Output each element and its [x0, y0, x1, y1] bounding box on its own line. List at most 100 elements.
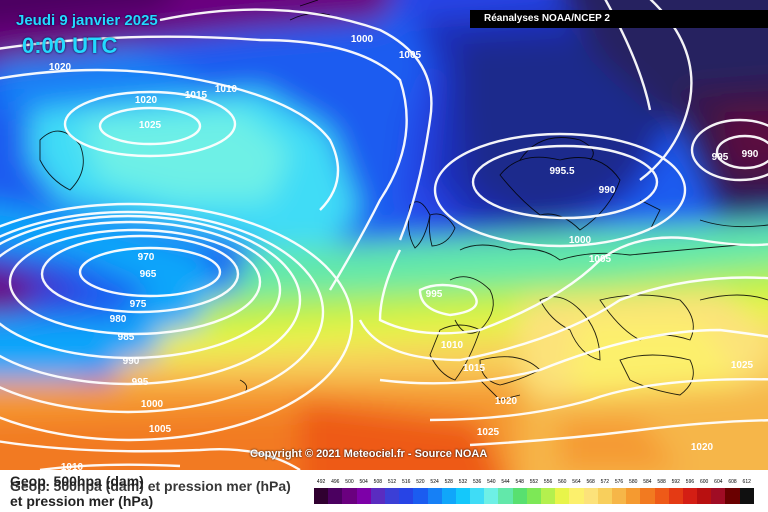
scale-value: 540: [487, 479, 496, 485]
scale-value: 564: [572, 479, 581, 485]
isobar-label: 995: [426, 289, 443, 300]
scale-value: 504: [359, 479, 368, 485]
legend-title-geop: Geop. 500hpa (dam): [10, 473, 144, 489]
scale-swatch: [484, 488, 499, 504]
time-label: 0:00 UTC: [22, 33, 118, 58]
scale-value: 516: [402, 479, 411, 485]
isobar-label: 1025: [139, 120, 162, 131]
isobar-label: 1025: [477, 427, 500, 438]
scale-value: 548: [515, 479, 524, 485]
scale-swatch: [626, 488, 641, 504]
scale-value: 584: [643, 479, 652, 485]
isobar-label: 1020: [49, 62, 72, 73]
scale-value: 588: [657, 479, 666, 485]
scale-swatch: [654, 488, 669, 504]
scale-value: 552: [529, 479, 539, 485]
scale-value: 568: [586, 479, 595, 485]
scale-value: 496: [331, 479, 340, 485]
scale-value: 576: [614, 479, 624, 485]
scale-swatch: [668, 488, 683, 504]
scale-swatch: [314, 488, 329, 504]
weather-map: 1000 1005 1020 1015 1010 1020 1025 995 990 995.5 9…: [0, 0, 768, 470]
isobar-label: 1005: [399, 50, 422, 61]
isobar-label: 995: [712, 152, 729, 163]
isobar-labels: 1000 1005 1020 1015 1010 1020 1025 995 990 995.5 9…: [49, 34, 759, 470]
isobar-label: 1005: [589, 254, 612, 265]
scale-swatch: [597, 488, 612, 504]
scale-value: 524: [430, 479, 439, 485]
source-label: Réanalyses NOAA/NCEP 2: [484, 13, 610, 24]
scale-value: 600: [699, 479, 709, 485]
isobar-label: 995.5: [549, 166, 574, 177]
coastlines: [39, 0, 768, 401]
scale-value: 592: [671, 479, 680, 485]
isobar-label: 1015: [185, 90, 208, 101]
scale-value: 528: [444, 479, 453, 485]
scale-swatch: [384, 488, 400, 504]
scale-swatch: [682, 488, 698, 504]
scale-swatch: [512, 488, 527, 504]
scale-value: 580: [629, 479, 638, 485]
isobar-lines: [0, 0, 768, 470]
legend-title-pressure: et pression mer (hPa): [10, 493, 154, 509]
isobar-label: 1010: [441, 340, 464, 351]
scale-swatch: [555, 488, 570, 504]
isobar-label: 965: [140, 269, 157, 280]
scale-swatch: [711, 488, 726, 504]
scale-swatch: [569, 488, 584, 504]
copyright-notice: Copyright © 2021 Meteociel.fr - Source N…: [250, 448, 488, 460]
scale-swatch: [342, 488, 357, 504]
scale-value: 512: [387, 479, 397, 485]
isobar-label: 1025: [731, 360, 754, 371]
isobar-label: 985: [118, 332, 135, 343]
scale-value: 508: [373, 479, 383, 485]
scale-swatch: [697, 488, 712, 504]
scale-swatch: [583, 488, 598, 504]
scale-value: 520: [416, 479, 425, 485]
scale-swatch: [640, 488, 655, 504]
scale-swatch: [399, 488, 414, 504]
isobar-label: 1000: [351, 34, 374, 45]
scale-value: 536: [472, 479, 482, 485]
scale-value: 596: [685, 479, 695, 485]
isobar-label: 1020: [691, 442, 714, 453]
scale-swatch: [739, 488, 754, 504]
scale-value: 544: [501, 479, 510, 485]
scale-value: 572: [600, 479, 610, 485]
color-scale-labels: 492 496 500 504 508 512 516 520 524 528 532 536 540 5…: [314, 477, 754, 487]
isobar-label: 1010: [215, 84, 238, 95]
scale-swatch: [328, 488, 343, 504]
isobar-label: 990: [742, 149, 759, 160]
source-banner: Réanalyses NOAA/NCEP 2: [470, 10, 768, 28]
scale-swatch: [441, 488, 456, 504]
scale-value: 608: [728, 479, 737, 485]
scale-value: 560: [558, 479, 567, 485]
scale-swatch: [356, 488, 371, 504]
isobar-label: 1020: [135, 95, 158, 106]
map-canvas: 1000 1005 1020 1015 1010 1020 1025 995 990 995.5 9…: [0, 0, 768, 470]
isobar-label: 1000: [569, 235, 592, 246]
isobar-label: 1000: [141, 399, 164, 410]
legend-title-overlap: Geop. 500hpa (dam) et pression mer (hPa): [10, 478, 291, 494]
isobar-label: 990: [123, 356, 140, 367]
scale-value: 532: [458, 479, 468, 485]
scale-swatch: [725, 488, 740, 504]
scale-swatch: [526, 488, 541, 504]
scale-value: 604: [714, 479, 723, 485]
isobar-label: 975: [130, 299, 147, 310]
scale-value: 500: [345, 479, 354, 485]
color-scale: 492 496 500 504 508 512 516 520 524 528 532 536 540 5…: [314, 476, 754, 506]
isobar-label: 1010: [61, 462, 84, 470]
scale-value: 612: [742, 479, 751, 485]
scale-value: 492: [316, 479, 326, 485]
isobar-label: 970: [138, 252, 155, 263]
scale-swatch: [611, 488, 627, 504]
isobar-label: 1020: [495, 396, 518, 407]
scale-value: 556: [543, 479, 553, 485]
date-label: Jeudi 9 janvier 2025: [16, 12, 158, 29]
color-scale-swatches: [314, 488, 754, 504]
scale-swatch: [541, 488, 556, 504]
isobar-label: 980: [110, 314, 127, 325]
scale-swatch: [427, 488, 442, 504]
isobar-label: 990: [599, 185, 616, 196]
